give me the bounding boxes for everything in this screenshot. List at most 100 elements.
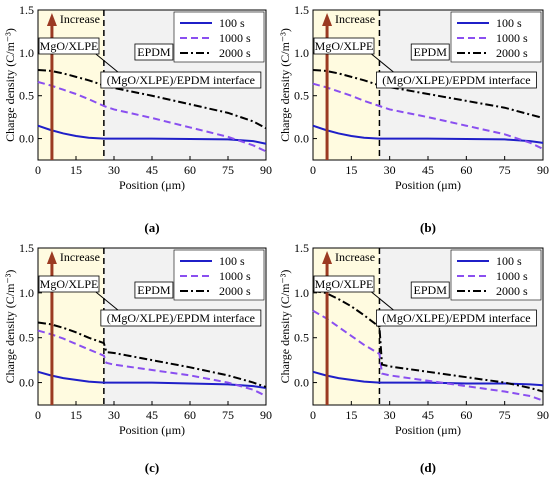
epdm-label: EPDM [414, 45, 448, 59]
x-tick-label: 90 [260, 163, 272, 177]
y-tick-label: 0.0 [294, 376, 309, 390]
y-axis-label: Charge density (C/m⁻³) [278, 270, 292, 384]
increase-arrow-head [322, 13, 333, 26]
legend-label-2: 1000 s [219, 269, 251, 283]
x-tick-label: 45 [422, 408, 434, 422]
series-line-2000s [312, 69, 544, 119]
interface-label: (MgO/XLPE)/EPDM interface [382, 311, 530, 325]
interface-leader [371, 53, 394, 73]
x-tick-label: 15 [345, 408, 357, 422]
epdm-label-box [134, 281, 174, 299]
x-tick-label: 15 [70, 163, 82, 177]
legend-box [173, 11, 265, 63]
legend-label-3: 2000 s [219, 46, 251, 60]
series-line-100s [37, 124, 267, 145]
legend-box [450, 11, 542, 63]
x-tick-label: 75 [499, 163, 511, 177]
x-tick-label: 0 [35, 408, 41, 422]
legend-label-1: 100 s [496, 254, 522, 268]
x-tick-label: 75 [499, 408, 511, 422]
epdm-label: EPDM [137, 283, 171, 297]
increase-arrow-head [46, 251, 57, 264]
increase-label: Increase [60, 250, 100, 264]
epdm-label: EPDM [414, 283, 448, 297]
legend-label-1: 100 s [219, 16, 245, 30]
y-tick-label: 1.5 [294, 3, 309, 17]
x-tick-label: 60 [184, 163, 196, 177]
epdm-label-box [410, 281, 450, 299]
series-line-2000s [312, 290, 544, 393]
x-tick-label: 75 [222, 408, 234, 422]
x-tick-label: 60 [184, 408, 196, 422]
x-axis-label: Position (μm) [395, 178, 461, 192]
increase-label: Increase [60, 12, 100, 26]
x-tick-label: 90 [260, 408, 272, 422]
chart-panel-1: 0.0 0.5 1.0 1.5 0 15 30 45 60 75 90 Position (μm) Ch… [3, 3, 272, 192]
series-line-1000s [37, 81, 267, 153]
interface-label-box [100, 309, 262, 327]
x-axis-label: Position (μm) [119, 178, 185, 192]
epdm-label: EPDM [137, 45, 171, 59]
epdm-label-box [134, 43, 174, 61]
interface-label: (MgO/XLPE)/EPDM interface [107, 311, 255, 325]
legend-label-1: 100 s [219, 254, 245, 268]
x-tick-label: 0 [310, 408, 316, 422]
legend-label-3: 2000 s [219, 284, 251, 298]
x-tick-label: 90 [537, 408, 549, 422]
x-axis-label: Position (μm) [395, 423, 461, 437]
legend-label-2: 1000 s [219, 31, 251, 45]
x-tick-label: 30 [384, 408, 396, 422]
interface-label: (MgO/XLPE)/EPDM interface [382, 73, 530, 87]
y-tick-label: 1.0 [294, 46, 309, 60]
legend-label-3: 2000 s [496, 46, 528, 60]
interface-label-box [376, 71, 537, 89]
series-line-100s [37, 370, 267, 389]
legend-box [450, 249, 542, 301]
chart-panel-4: 0.0 0.5 1.0 1.5 0 15 30 45 60 75 90 Position (μm) Ch… [278, 241, 549, 437]
increase-label: Increase [335, 250, 375, 264]
x-tick-label: 30 [108, 408, 120, 422]
x-tick-label: 45 [146, 408, 158, 422]
xlpe-label: MgO/XLPE [315, 39, 374, 53]
xlpe-label: MgO/XLPE [40, 277, 99, 291]
x-axis-label: Position (μm) [119, 423, 185, 437]
interface-label-box [376, 309, 537, 327]
panel-label: (c) [145, 460, 159, 475]
x-tick-label: 30 [384, 163, 396, 177]
y-tick-label: 1.0 [294, 286, 309, 300]
legend-box [173, 249, 265, 301]
x-tick-label: 15 [345, 163, 357, 177]
y-axis-label: Charge density (C/m⁻³) [3, 270, 17, 384]
y-tick-label: 0.5 [294, 331, 309, 345]
y-tick-label: 0.0 [294, 132, 309, 146]
y-tick-label: 1.0 [19, 46, 34, 60]
x-tick-label: 60 [460, 408, 472, 422]
series-line-100s [312, 124, 544, 144]
y-axis-label: Charge density (C/m⁻³) [3, 28, 17, 142]
xlpe-label-box [313, 37, 375, 55]
y-tick-label: 1.5 [294, 241, 309, 255]
y-tick-label: 1.5 [19, 241, 34, 255]
legend-label-3: 2000 s [496, 284, 528, 298]
x-tick-label: 15 [70, 408, 82, 422]
panel-label: (d) [420, 460, 436, 475]
legend-label-2: 1000 s [496, 31, 528, 45]
chart-panel-2: 0.0 0.5 1.0 1.5 0 15 30 45 60 75 90 Position (μm) Ch… [278, 3, 549, 192]
legend-label-2: 1000 s [496, 269, 528, 283]
x-tick-label: 45 [422, 163, 434, 177]
xlpe-label-box [38, 37, 100, 55]
xlpe-label-box [313, 275, 375, 293]
increase-arrow-head [46, 13, 57, 26]
interface-label-box [100, 71, 262, 89]
x-tick-label: 60 [460, 163, 472, 177]
x-tick-label: 45 [146, 163, 158, 177]
increase-label: Increase [335, 12, 375, 26]
interface-leader [371, 291, 394, 311]
increase-arrow-head [322, 251, 333, 264]
y-axis-label: Charge density (C/m⁻³) [278, 28, 292, 142]
y-tick-label: 0.0 [19, 132, 34, 146]
xlpe-label-box [38, 275, 100, 293]
y-tick-label: 0.5 [19, 331, 34, 345]
x-tick-label: 75 [222, 163, 234, 177]
